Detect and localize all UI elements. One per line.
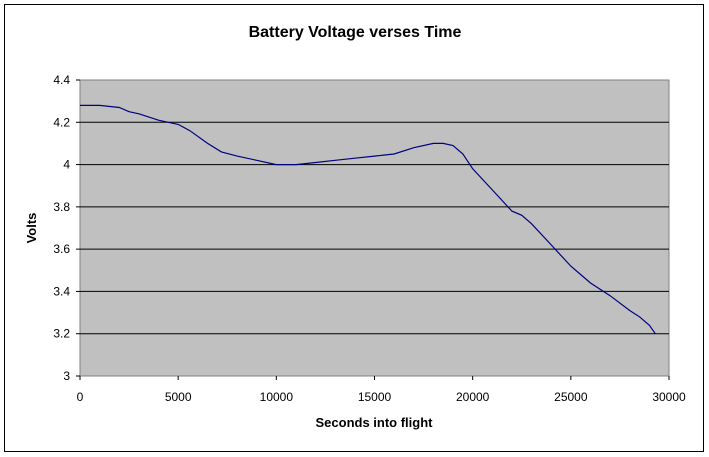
x-tick-label-4: 20000 (456, 390, 490, 404)
y-tick-label-2: 4 (63, 158, 70, 172)
y-tick-label-7: 3 (63, 369, 70, 383)
y-axis-ticks: 4.4 4.2 4 3.8 3.6 3.4 3.2 3 (53, 73, 80, 383)
series-group (80, 104, 656, 335)
plot-area (79, 79, 670, 377)
y-axis-title: Volts (24, 213, 39, 244)
gridlines (80, 121, 669, 335)
y-tick-label-3: 3.8 (53, 200, 70, 214)
x-tick-label-6: 30000 (652, 390, 686, 404)
x-axis-title: Seconds into flight (316, 415, 434, 430)
x-tick-label-3: 15000 (358, 390, 392, 404)
chart-title: Battery Voltage verses Time (249, 24, 462, 41)
y-tick-label-1: 4.2 (53, 115, 70, 129)
y-tick-label-5: 3.4 (53, 284, 70, 298)
x-tick-label-5: 25000 (554, 390, 588, 404)
x-tick-label-0: 0 (77, 390, 84, 404)
x-tick-label-1: 5000 (165, 390, 192, 404)
x-tick-label-2: 10000 (260, 390, 294, 404)
y-tick-label-6: 3.2 (53, 327, 70, 341)
series-line-0 (80, 104, 656, 335)
y-tick-label-4: 3.6 (53, 242, 70, 256)
y-tick-label-0: 4.4 (53, 73, 70, 87)
x-axis-ticks: 0 5000 10000 15000 20000 25000 30000 (77, 376, 686, 404)
